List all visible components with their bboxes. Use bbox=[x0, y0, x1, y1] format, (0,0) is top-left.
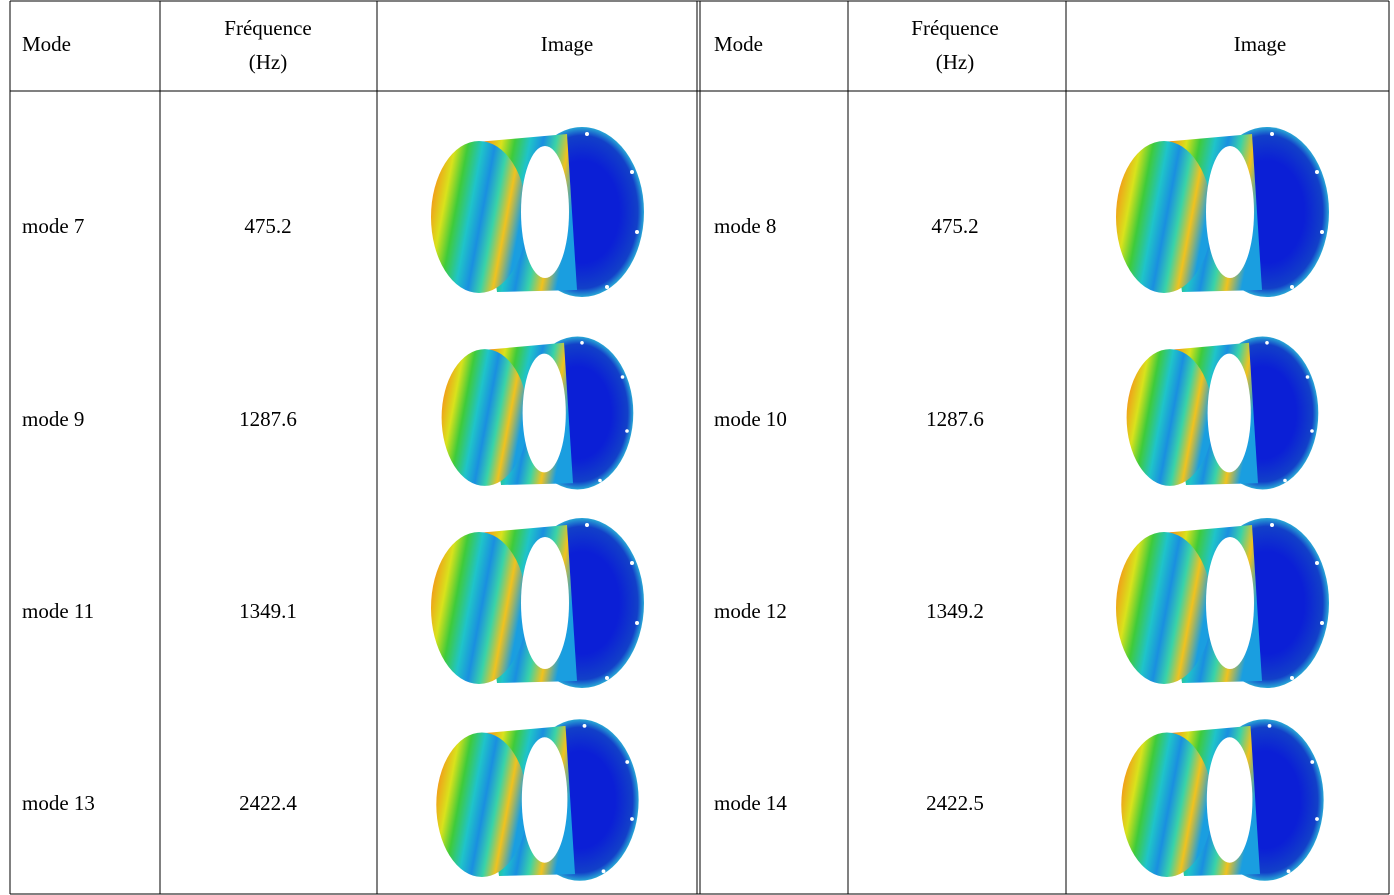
header-cell: Image bbox=[541, 32, 593, 56]
frequency-cell: 1349.2 bbox=[926, 599, 984, 623]
frequency-cell: 1287.6 bbox=[239, 407, 297, 431]
mode-image bbox=[1121, 719, 1324, 881]
mode-cell: mode 12 bbox=[714, 599, 787, 623]
mode-image bbox=[436, 719, 639, 881]
row: mode 11 1349.1 mode 12 1349.2 bbox=[22, 518, 1329, 688]
header-cell: Mode bbox=[22, 32, 71, 56]
header-cell: Image bbox=[1234, 32, 1286, 56]
frequency-cell: 475.2 bbox=[244, 214, 291, 238]
header-cell: (Hz) bbox=[249, 50, 287, 74]
mode-cell: mode 8 bbox=[714, 214, 776, 238]
mode-image bbox=[1116, 518, 1329, 688]
row: mode 13 2422.4 mode 14 2422.5 bbox=[22, 719, 1324, 881]
mode-cell: mode 10 bbox=[714, 407, 787, 431]
mode-image bbox=[1126, 336, 1319, 490]
table-borders bbox=[9, 0, 1390, 895]
mode-image bbox=[441, 336, 634, 490]
frequency-cell: 1287.6 bbox=[926, 407, 984, 431]
header: Mode Fréquence (Hz) Image Mode Fréquence… bbox=[22, 16, 1286, 74]
frequency-cell: 475.2 bbox=[931, 214, 978, 238]
mode-cell: mode 14 bbox=[714, 791, 787, 815]
row: mode 9 1287.6 mode 10 1287.6 bbox=[22, 336, 1319, 490]
header-cell: Fréquence bbox=[224, 16, 311, 40]
mode-image bbox=[431, 518, 644, 688]
mode-image bbox=[431, 127, 644, 297]
mode-cell: mode 7 bbox=[22, 214, 84, 238]
mode-image bbox=[1116, 127, 1329, 297]
frequency-cell: 2422.5 bbox=[926, 791, 984, 815]
mode-cell: mode 11 bbox=[22, 599, 94, 623]
row: mode 7 475.2 mode 8 475.2 bbox=[22, 127, 1329, 297]
frequency-cell: 2422.4 bbox=[239, 791, 297, 815]
frequency-cell: 1349.1 bbox=[239, 599, 297, 623]
header-cell: Fréquence bbox=[911, 16, 998, 40]
mode-cell: mode 13 bbox=[22, 791, 95, 815]
header-cell: (Hz) bbox=[936, 50, 974, 74]
header-cell: Mode bbox=[714, 32, 763, 56]
mode-cell: mode 9 bbox=[22, 407, 84, 431]
